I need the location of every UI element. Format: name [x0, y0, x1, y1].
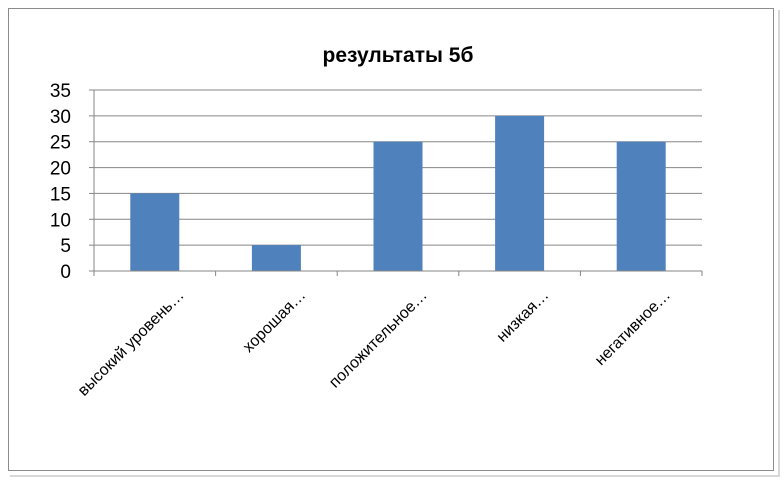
bar-1 [130, 193, 180, 271]
y-tick-label: 5 [60, 236, 71, 257]
y-tick-label: 35 [50, 81, 71, 102]
x-axis-labels: высокий уровень… хорошая… положительное… ни… [75, 287, 674, 400]
x-category-label: хорошая… [240, 287, 309, 356]
bar-5 [616, 141, 666, 271]
x-category-label: низкая… [494, 287, 553, 346]
y-tick-label: 20 [50, 159, 71, 180]
y-axis-ticks: 0 5 10 15 20 25 30 35 [50, 81, 94, 283]
bar-2 [251, 245, 301, 271]
bar-3 [373, 141, 423, 271]
chart-title: результаты 5б [323, 44, 474, 67]
x-category-label: положительное… [326, 287, 431, 392]
bar-4 [495, 115, 545, 271]
y-tick-label: 25 [50, 133, 71, 154]
axes [93, 90, 703, 276]
x-category-label: негативное… [592, 287, 674, 369]
y-tick-label: 10 [50, 210, 71, 231]
y-tick-label: 30 [50, 107, 71, 128]
chart-frame-shadow [10, 10, 780, 477]
x-category-label: высокий уровень… [75, 287, 188, 400]
bars [130, 115, 666, 271]
y-tick-label: 0 [60, 262, 71, 283]
y-tick-label: 15 [50, 184, 71, 205]
